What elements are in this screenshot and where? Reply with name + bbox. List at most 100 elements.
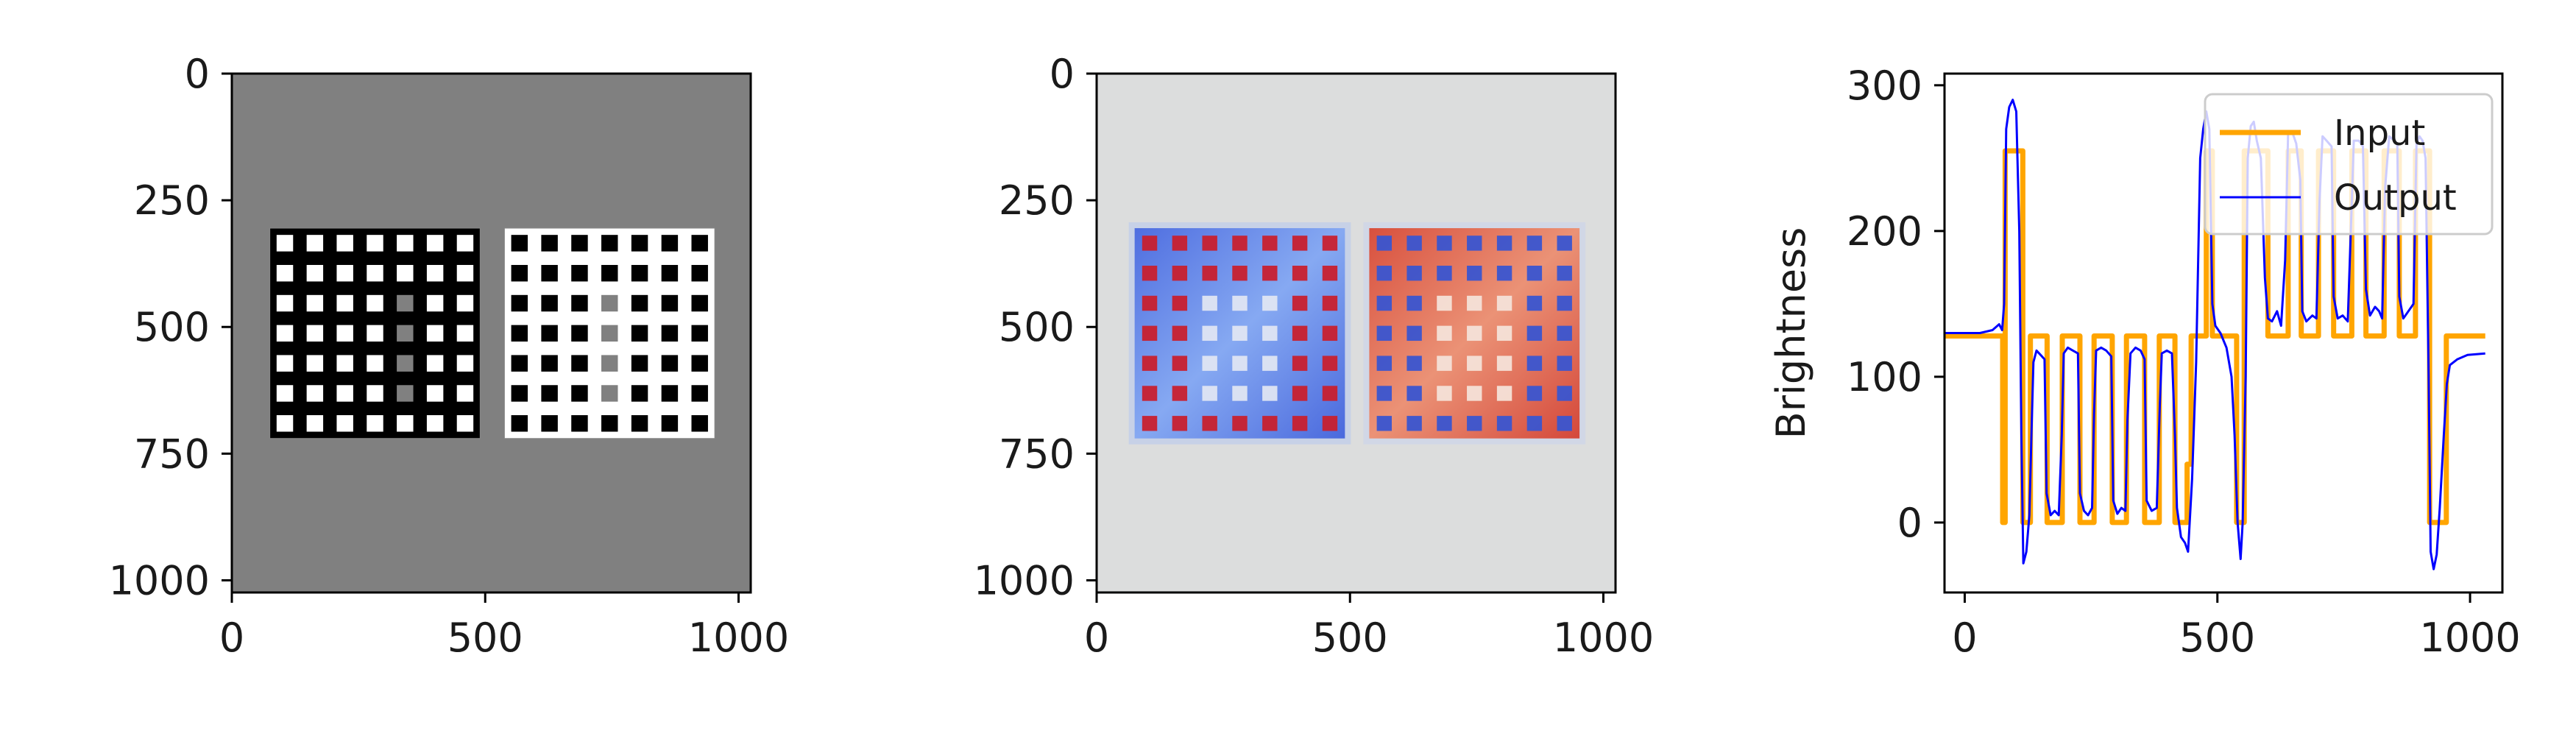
x-tick-label: 1000 — [1553, 615, 1654, 661]
grid-dot — [456, 325, 474, 342]
grid-dot — [397, 385, 414, 402]
grid-dot — [1262, 416, 1278, 431]
grid-dot — [1292, 325, 1308, 342]
grid-dot — [1376, 236, 1393, 251]
grid-dot — [1406, 355, 1422, 371]
x-tick-label: 1000 — [2419, 615, 2520, 661]
grid-dot — [1376, 325, 1393, 342]
grid-dot — [1172, 355, 1188, 371]
grid-dot — [1406, 325, 1422, 342]
grid-dot — [1322, 355, 1338, 371]
grid-dot — [1437, 355, 1452, 371]
y-tick-label: 750 — [999, 431, 1075, 477]
grid-dot — [276, 355, 294, 372]
grid-dot — [661, 355, 679, 372]
grid-dot — [1467, 355, 1482, 371]
grid-dot — [1467, 266, 1482, 281]
grid-dot — [306, 325, 324, 342]
grid-dot — [1557, 386, 1572, 401]
grid-dot — [1406, 266, 1422, 281]
grid-dot — [571, 294, 588, 312]
grid-dot — [691, 415, 708, 432]
grid-dot — [367, 294, 383, 312]
grid-dot — [1467, 416, 1482, 431]
grid-dot — [306, 355, 324, 372]
grid-dot — [1232, 325, 1248, 342]
grid-dot — [336, 235, 353, 252]
grid-dot — [1467, 325, 1482, 342]
grid-dot — [276, 235, 294, 252]
grid-dot — [456, 415, 474, 432]
x-tick-label: 0 — [1952, 615, 1977, 661]
grid-dot — [1172, 266, 1188, 281]
grid-dot — [336, 385, 353, 402]
grid-dot — [1262, 386, 1278, 401]
grid-dot — [631, 385, 648, 402]
grid-dot — [631, 264, 648, 282]
grid-dot — [1292, 355, 1308, 371]
grid-dot — [1557, 325, 1572, 342]
x-tick-label: 500 — [1312, 615, 1388, 661]
grid-dot — [367, 235, 383, 252]
grid-dot — [1202, 386, 1217, 401]
grid-dot — [1557, 266, 1572, 281]
grid-dot — [426, 325, 444, 342]
input-image — [232, 74, 751, 592]
legend: Input Output — [2204, 93, 2494, 236]
grid-dot — [1496, 416, 1512, 431]
grid-dot — [397, 355, 414, 372]
grid-dot — [1202, 295, 1217, 311]
grid-dot — [1262, 236, 1278, 251]
axes-frame — [230, 72, 752, 594]
grid-dot — [1376, 355, 1393, 371]
grid-dot — [571, 355, 588, 372]
grid-dot — [571, 235, 588, 252]
grid-dot — [661, 235, 679, 252]
grid-dot — [426, 264, 444, 282]
legend-box — [2204, 93, 2494, 236]
series-line-input — [1945, 148, 2485, 526]
grid-dot — [1557, 236, 1572, 251]
axes-frame — [1095, 72, 1617, 594]
grid-dot — [1557, 295, 1572, 311]
y-tick-label: 0 — [1050, 51, 1075, 97]
grid-dot — [541, 355, 558, 372]
grid-dot — [306, 415, 324, 432]
grid-dot — [276, 264, 294, 282]
y-tick-label: 100 — [1847, 354, 1922, 400]
grid-dot — [367, 264, 383, 282]
grid-dot — [276, 294, 294, 312]
grid-dot — [1232, 386, 1248, 401]
grid-dot — [1406, 295, 1422, 311]
grid-dot — [1557, 416, 1572, 431]
grid-dot — [1262, 266, 1278, 281]
grid-dot — [1322, 325, 1338, 342]
x-tick-label: 0 — [1084, 615, 1109, 661]
grid-dot — [306, 385, 324, 402]
grid-dot — [276, 415, 294, 432]
grid-dot — [1526, 236, 1543, 251]
grid-dot — [661, 385, 679, 402]
x-tick-label: 500 — [447, 615, 523, 661]
grid-dot — [571, 385, 588, 402]
grid-dot — [601, 355, 618, 372]
grid-dot — [511, 235, 528, 252]
grid-dot — [541, 415, 558, 432]
grid-dot — [1467, 386, 1482, 401]
output-image — [1097, 74, 1616, 592]
y-tick-label: 1000 — [109, 557, 210, 604]
grid-dot — [306, 294, 324, 312]
grid-dot — [601, 294, 618, 312]
grid-dot — [571, 264, 588, 282]
grid-dot — [1496, 355, 1512, 371]
grid-dot — [426, 355, 444, 372]
y-tick-label: 250 — [999, 177, 1075, 224]
grid-dot — [306, 264, 324, 282]
grid-dot — [511, 415, 528, 432]
grid-dot — [1496, 266, 1512, 281]
grid-dot — [691, 325, 708, 342]
grid-dot — [1172, 236, 1188, 251]
grid-dot — [1292, 266, 1308, 281]
grid-dot — [1202, 236, 1217, 251]
